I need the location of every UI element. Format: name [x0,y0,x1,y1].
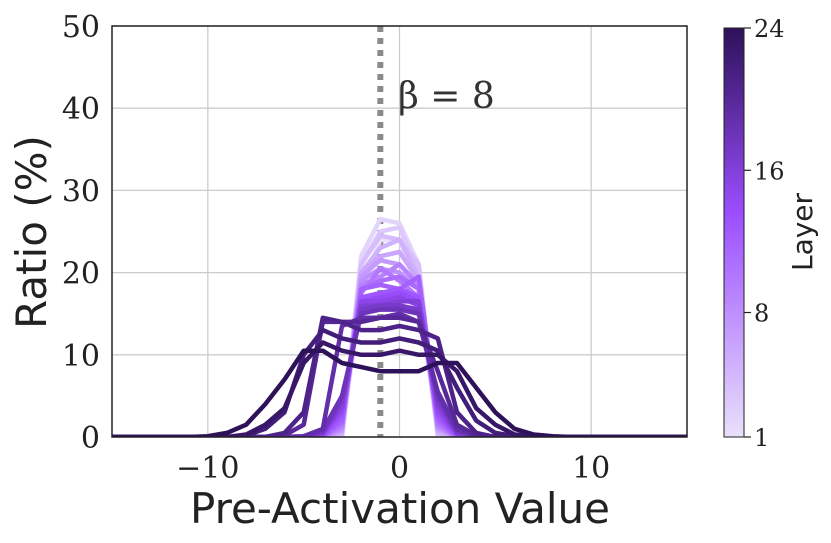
colorbar-tick-label: 24 [754,15,785,43]
series-line-layer-20 [112,315,687,437]
series-line-layer-9 [112,262,687,437]
series-line-layer-10 [112,266,687,437]
x-axis-title: Pre-Activation Value [190,484,610,533]
series-line-layer-19 [112,311,687,437]
series-line-layer-23 [112,340,687,437]
y-tick-label: 10 [62,339,100,374]
series-line-layer-8 [112,266,687,437]
x-tick-label: 0 [390,451,409,486]
annotation-beta: β = 8 [398,76,495,117]
colorbar-tick-label: 16 [754,157,785,185]
colorbar-tick-label: 1 [754,424,769,452]
series-line-layer-11 [112,274,687,437]
y-axis-title: Ratio (%) [7,135,56,329]
series-line-layer-14 [112,290,687,437]
colorbar [723,27,745,438]
x-tick-labels: −10 0 10 [176,451,610,486]
series-line-layer-2 [112,216,687,437]
x-tick-label: −10 [176,451,239,486]
y-tick-label: 0 [81,421,100,456]
series-line-layer-3 [112,225,687,437]
colorbar-label: Layer [786,192,819,271]
y-tick-label: 30 [62,174,100,209]
series-line-layer-21 [112,315,687,437]
series-line-layer-6 [112,249,687,437]
series-line-layer-15 [112,295,687,437]
y-tick-labels: 0 10 20 30 40 50 [62,10,100,456]
series-line-layer-13 [112,286,687,437]
colorbar-tick-label: 8 [754,300,769,328]
y-tick-label: 50 [62,10,100,45]
series-line-layer-18 [112,307,687,437]
series-layer [112,216,687,437]
x-tick-label: 10 [572,451,610,486]
plot-frame [111,25,688,438]
y-tick-label: 20 [62,257,100,292]
series-line-layer-16 [112,299,687,437]
colorbar-ticks: 1 8 16 24 [744,15,785,452]
series-line-layer-17 [112,303,687,437]
series-line-layer-5 [112,237,687,437]
y-tick-label: 40 [62,92,100,127]
